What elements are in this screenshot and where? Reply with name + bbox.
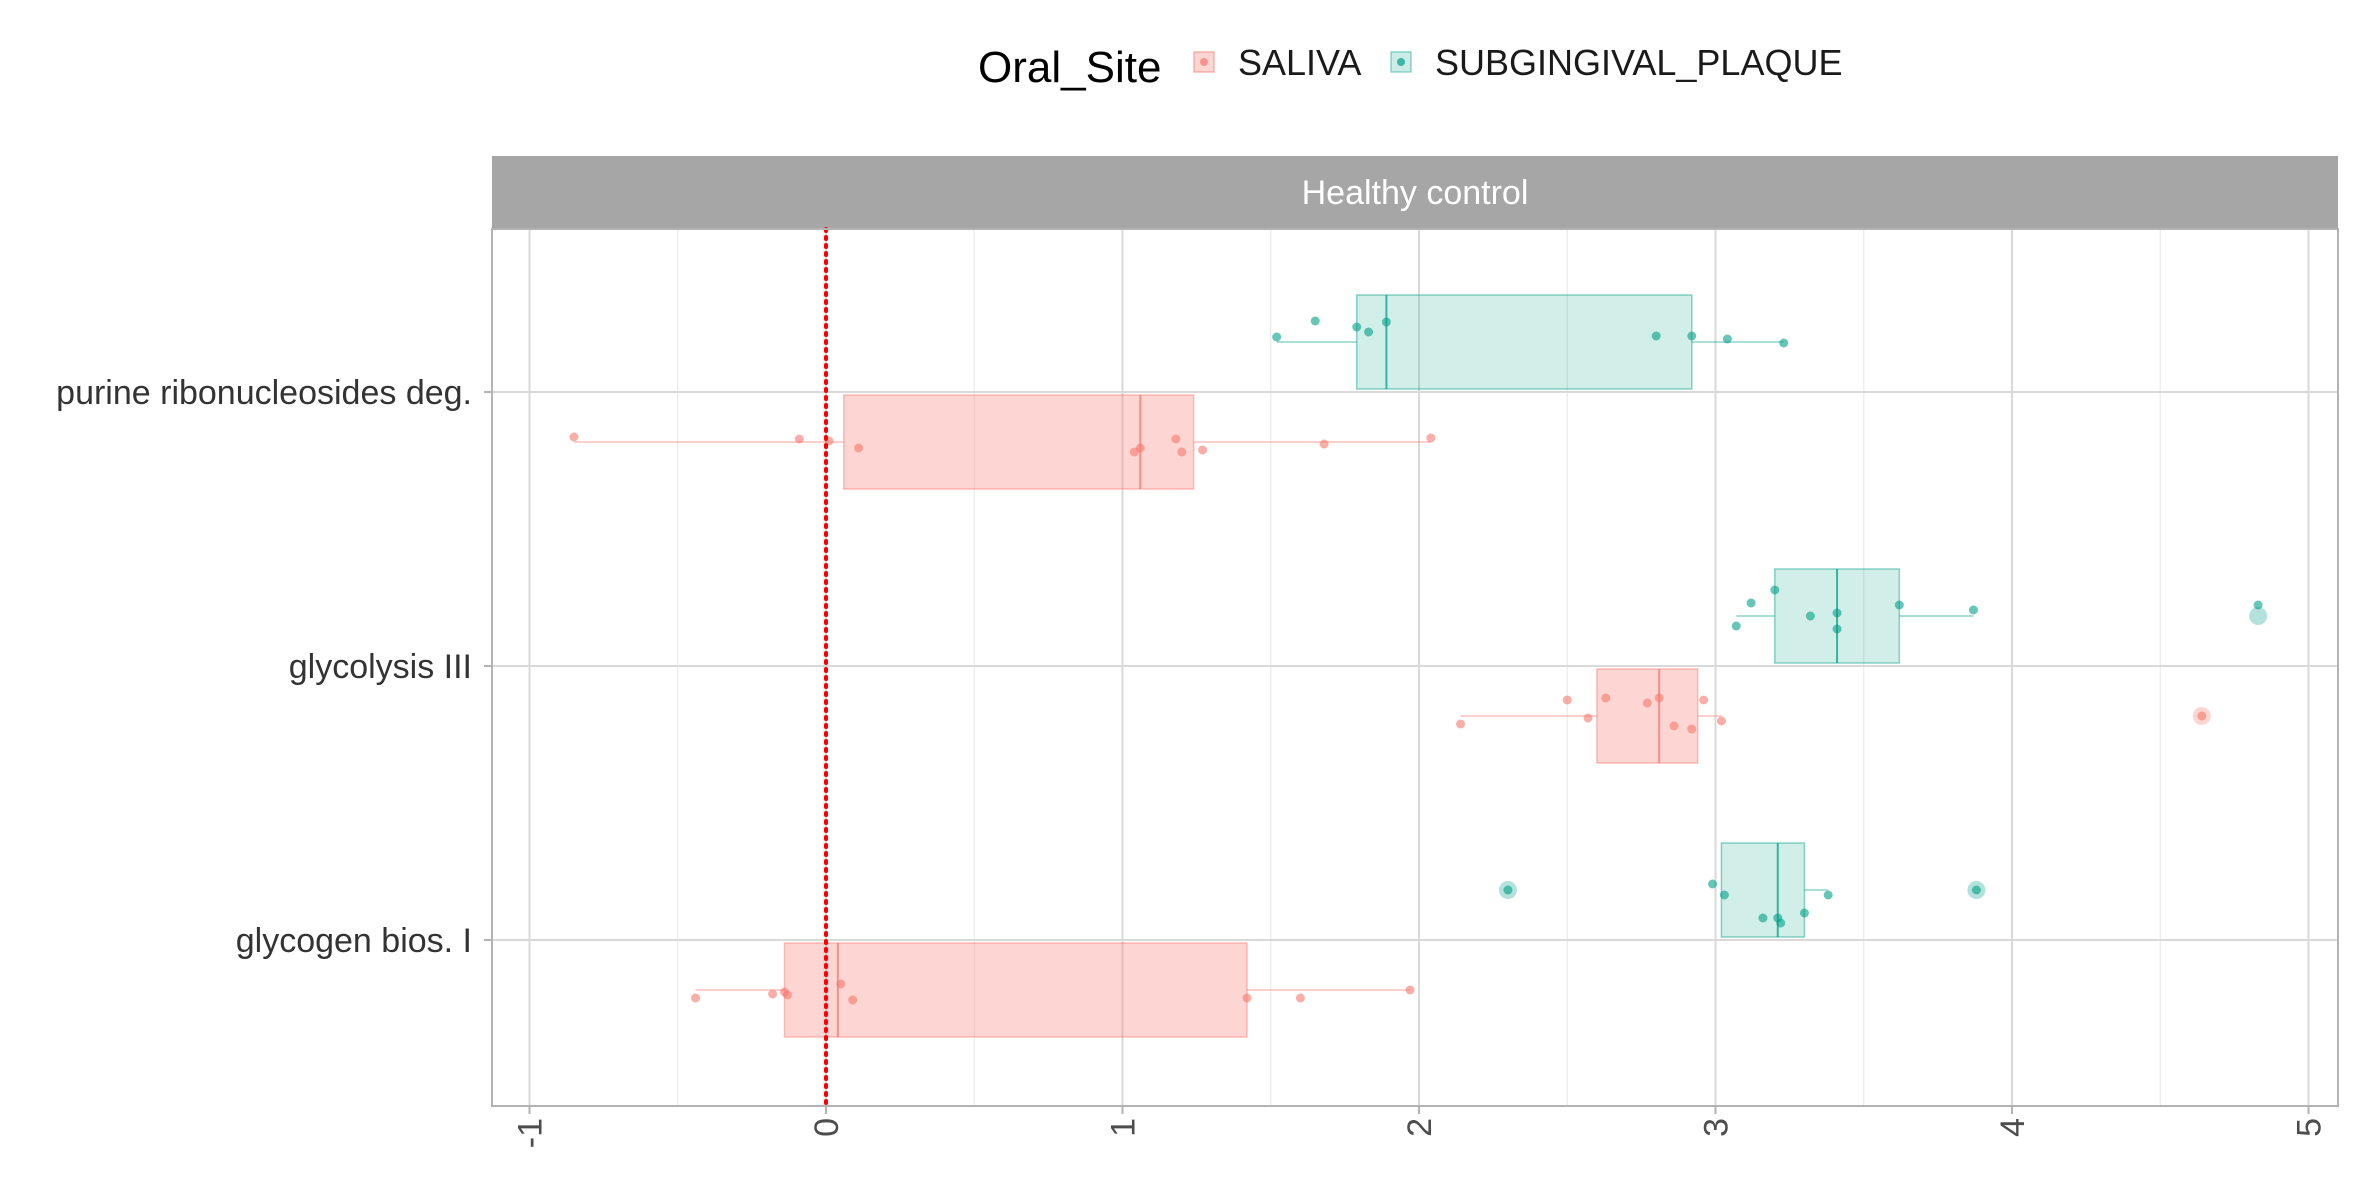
x-tick-label: 3 xyxy=(1698,1118,1736,1137)
data-point xyxy=(1583,713,1593,723)
data-point xyxy=(1310,316,1320,326)
data-point xyxy=(848,995,858,1005)
data-point xyxy=(768,989,778,999)
data-point xyxy=(1968,605,1978,615)
data-point xyxy=(1731,621,1741,631)
facet-strip xyxy=(492,156,2338,229)
data-point xyxy=(1719,890,1729,900)
panel-border xyxy=(491,228,2339,1107)
box-iqr xyxy=(1596,668,1699,764)
data-point xyxy=(1716,716,1726,726)
box-iqr xyxy=(1355,294,1693,390)
legend-label-subgingival-plaque: SUBGINGIVAL_PLAQUE xyxy=(1435,42,1842,83)
y-tick-label: glycogen bios. I xyxy=(236,922,472,960)
data-point xyxy=(1654,693,1664,703)
y-axis: purine ribonucleosides deg. glycolysis II… xyxy=(56,374,492,960)
data-point xyxy=(1426,433,1436,443)
box-subgingival-plaque-glycogen-bios-i xyxy=(1498,842,1986,938)
y-tick-label: glycolysis III xyxy=(289,648,472,686)
data-point xyxy=(1776,918,1786,928)
box-subgingival-plaque-glycolysis-iii xyxy=(1731,568,2268,664)
data-point xyxy=(1699,695,1709,705)
y-tick-label: purine ribonucleosides deg. xyxy=(56,374,472,412)
data-point xyxy=(794,434,804,444)
data-point xyxy=(1405,985,1415,995)
data-point xyxy=(836,979,846,989)
box-saliva-glycogen-bios-i xyxy=(691,942,1415,1038)
data-point xyxy=(1758,913,1768,923)
box-subgingival-plaque-purine-ribonucleosides-deg xyxy=(1272,294,1789,390)
box-saliva-glycolysis-iii xyxy=(1456,668,2211,764)
data-point xyxy=(569,432,579,442)
x-tick-label: -1 xyxy=(512,1118,550,1148)
series-subgingival-plaque xyxy=(1272,294,2268,938)
data-point xyxy=(1242,993,1252,1003)
box-iqr xyxy=(783,942,1248,1038)
panel-background xyxy=(492,229,2338,1106)
data-point xyxy=(1971,885,1981,895)
data-point xyxy=(1601,693,1611,703)
x-axis: -1 0 1 2 3 4 5 xyxy=(512,1106,2329,1148)
data-point xyxy=(1708,879,1718,889)
box-iqr xyxy=(1720,842,1806,938)
data-point xyxy=(1135,443,1145,453)
data-point xyxy=(1562,695,1572,705)
data-point xyxy=(1364,327,1374,337)
series-saliva xyxy=(569,394,2211,1038)
legend: Oral_Site SALIVA SUBGINGIVAL_PLAQUE xyxy=(978,42,1842,92)
x-tick-label: 5 xyxy=(2291,1118,2329,1137)
legend-title: Oral_Site xyxy=(978,43,1161,92)
box-iqr xyxy=(843,394,1195,490)
data-point xyxy=(1894,600,1904,610)
data-point xyxy=(1177,447,1187,457)
data-point xyxy=(1381,317,1391,327)
data-point xyxy=(1779,338,1789,348)
x-tick-label: 0 xyxy=(808,1118,846,1137)
data-point xyxy=(691,993,701,1003)
box-saliva-purine-ribonucleosides-deg xyxy=(569,394,1436,490)
data-point xyxy=(1272,332,1282,342)
data-point xyxy=(1642,698,1652,708)
data-point xyxy=(1651,331,1661,341)
x-tick-label: 2 xyxy=(1401,1118,1439,1137)
x-tick-label: 1 xyxy=(1105,1118,1143,1137)
data-point xyxy=(1722,334,1732,344)
data-point xyxy=(2253,600,2263,610)
data-point xyxy=(1687,724,1697,734)
legend-label-saliva: SALIVA xyxy=(1238,42,1361,83)
data-point xyxy=(1295,993,1305,1003)
data-point xyxy=(1171,434,1181,444)
legend-key-saliva xyxy=(1193,51,1215,73)
data-point xyxy=(1823,890,1833,900)
data-point xyxy=(1319,439,1329,449)
outlier-point xyxy=(2249,607,2268,625)
data-point xyxy=(1198,445,1208,455)
data-point xyxy=(782,990,792,1000)
data-point xyxy=(1799,908,1809,918)
data-point xyxy=(1669,721,1679,731)
data-point xyxy=(1805,611,1815,621)
facet-strip-label: Healthy control xyxy=(1302,174,1529,212)
data-point xyxy=(1746,598,1756,608)
data-point xyxy=(1503,885,1513,895)
data-point xyxy=(1832,624,1842,634)
data-point xyxy=(1456,719,1466,729)
x-tick-label: 4 xyxy=(1994,1118,2032,1137)
data-point xyxy=(2197,711,2207,721)
data-point xyxy=(1770,585,1780,595)
data-point xyxy=(854,443,864,453)
data-point xyxy=(1832,608,1842,618)
plot-panel xyxy=(491,227,2339,1108)
data-point xyxy=(1352,322,1362,332)
data-point xyxy=(1687,331,1697,341)
legend-key-subgingival-plaque xyxy=(1390,51,1412,73)
